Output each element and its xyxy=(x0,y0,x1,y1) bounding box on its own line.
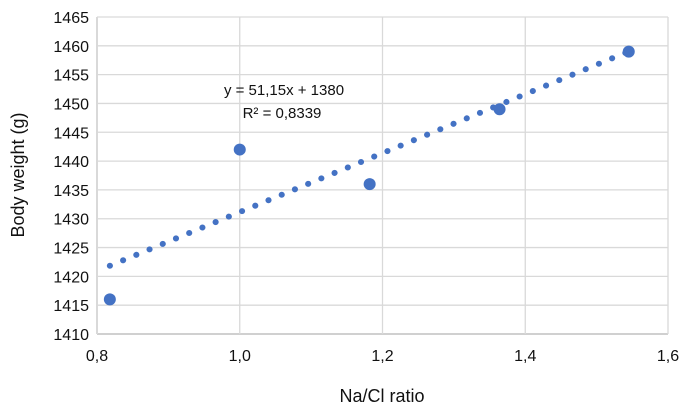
x-tick-label: 1,0 xyxy=(229,348,251,365)
y-tick-label: 1420 xyxy=(53,269,89,286)
y-tick-label: 1445 xyxy=(53,125,89,142)
trendline-equation: y = 51,15x + 1380 xyxy=(224,82,344,99)
y-tick-label: 1455 xyxy=(53,68,89,85)
x-tick-label: 1,4 xyxy=(514,348,536,365)
y-tick-label: 1460 xyxy=(53,39,89,56)
data-point xyxy=(233,143,246,156)
data-point xyxy=(363,178,376,191)
y-tick-label: 1430 xyxy=(53,212,89,229)
trendline-r2: R² = 0,8339 xyxy=(243,105,322,122)
x-tick-label: 1,6 xyxy=(657,348,679,365)
y-tick-label: 1415 xyxy=(53,298,89,315)
x-tick-label: 1,2 xyxy=(371,348,393,365)
y-tick-label: 1450 xyxy=(53,96,89,113)
y-axis-label: Body weight (g) xyxy=(8,112,28,237)
data-point xyxy=(103,293,116,306)
trendline xyxy=(106,48,632,269)
y-tick-label: 1410 xyxy=(53,327,89,344)
data-point xyxy=(622,45,635,58)
y-tick-label: 1425 xyxy=(53,241,89,258)
y-tick-label: 1435 xyxy=(53,183,89,200)
y-tick-label: 1465 xyxy=(53,10,89,27)
x-tick-label: 0,8 xyxy=(86,348,108,365)
data-point xyxy=(493,103,506,116)
y-tick-label: 1440 xyxy=(53,154,89,171)
x-axis-label: Na/Cl ratio xyxy=(339,386,424,406)
